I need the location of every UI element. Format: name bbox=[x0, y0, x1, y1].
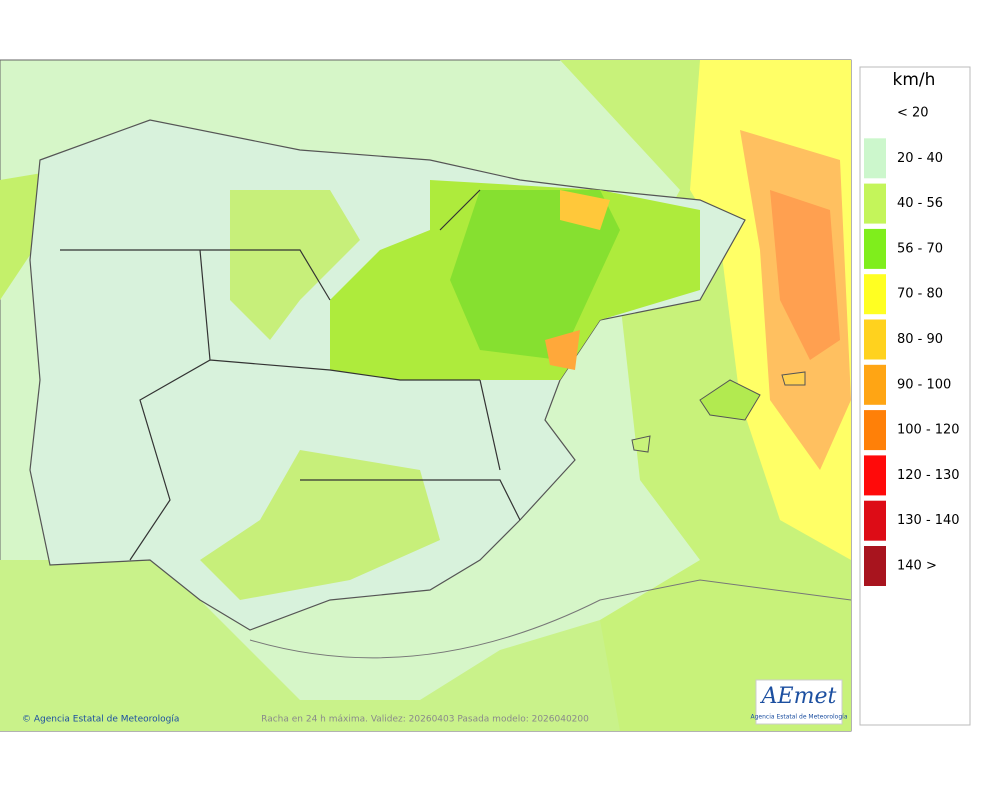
legend-label: 100 - 120 bbox=[897, 423, 960, 438]
legend-swatch bbox=[864, 546, 886, 586]
legend-title: km/h bbox=[893, 70, 936, 90]
legend-swatch bbox=[864, 410, 886, 451]
legend-swatch bbox=[864, 274, 886, 315]
credit: © Agencia Estatal de Meteorología bbox=[22, 715, 179, 725]
caption: Racha en 24 h máxima. Validez: 20260403 … bbox=[261, 715, 589, 725]
logo-box bbox=[755, 679, 843, 725]
wind-area bbox=[450, 190, 620, 360]
region-border bbox=[60, 189, 521, 561]
legend-swatch bbox=[864, 183, 886, 224]
island bbox=[631, 435, 651, 453]
wind-area bbox=[560, 190, 610, 230]
legend-swatch bbox=[864, 364, 886, 405]
wind-area bbox=[545, 330, 580, 370]
legend-swatch bbox=[864, 455, 886, 496]
legend-label: 70 - 80 bbox=[897, 287, 943, 302]
wind-area bbox=[230, 190, 360, 340]
legend-swatch bbox=[864, 138, 886, 179]
legend-swatch bbox=[864, 500, 886, 541]
legend-swatch bbox=[864, 228, 886, 269]
wind-area bbox=[0, 560, 620, 731]
legend-swatch bbox=[864, 319, 886, 360]
legend-label: 20 - 40 bbox=[897, 151, 943, 166]
coastline bbox=[249, 579, 852, 659]
wind-area bbox=[200, 450, 440, 600]
wind-area bbox=[770, 190, 840, 360]
legend-label: 140 > bbox=[897, 559, 937, 574]
island bbox=[699, 379, 761, 421]
legend-label: < 20 bbox=[897, 106, 929, 121]
legend-label: 80 - 90 bbox=[897, 332, 943, 347]
logo-subtitle: Agencia Estatal de Meteorología bbox=[751, 714, 848, 721]
logo: AEmet bbox=[760, 684, 837, 709]
legend-label: 120 - 130 bbox=[897, 468, 960, 483]
legend-label: 90 - 100 bbox=[897, 377, 951, 392]
legend-label: 56 - 70 bbox=[897, 241, 943, 256]
island bbox=[781, 371, 806, 386]
legend-label: 130 - 140 bbox=[897, 513, 960, 528]
legend-label: 40 - 56 bbox=[897, 196, 943, 211]
